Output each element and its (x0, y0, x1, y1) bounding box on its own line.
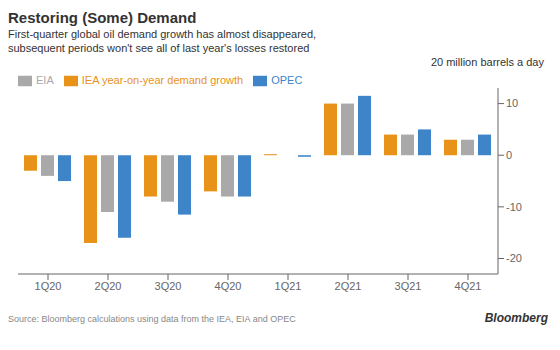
svg-text:10: 10 (506, 97, 518, 109)
html-text:IEA year-on-year demand growth: IEA year-on-year demand growth (81, 74, 244, 86)
html-text:Bloomberg: Bloomberg (484, 311, 548, 325)
html-text:Restoring (Some) Demand: Restoring (Some) Demand (8, 9, 197, 26)
svg-text:4Q21: 4Q21 (455, 280, 482, 292)
html-text:subsequent periods won't see a: subsequent periods won't see all of last… (8, 42, 310, 54)
html-text:First-quarter global oil deman: First-quarter global oil demand growth h… (8, 28, 317, 40)
svg-text:3Q20: 3Q20 (155, 280, 182, 292)
svg-text:2Q20: 2Q20 (95, 280, 122, 292)
svg-text:-10: -10 (506, 201, 522, 213)
svg-text:4Q20: 4Q20 (215, 280, 242, 292)
svg-text:1Q20: 1Q20 (35, 280, 62, 292)
html-text:Source: Bloomberg calculations: Source: Bloomberg calculations using dat… (8, 314, 296, 324)
svg-text:1Q21: 1Q21 (275, 280, 302, 292)
svg-text:0: 0 (506, 149, 512, 161)
svg-text:3Q21: 3Q21 (395, 280, 422, 292)
html-text:20 million barrels a day: 20 million barrels a day (430, 56, 544, 68)
html-text:EIA: EIA (36, 74, 54, 86)
html-text:OPEC: OPEC (271, 74, 303, 86)
svg-text:-20: -20 (506, 252, 522, 264)
svg-text:2Q21: 2Q21 (335, 280, 362, 292)
